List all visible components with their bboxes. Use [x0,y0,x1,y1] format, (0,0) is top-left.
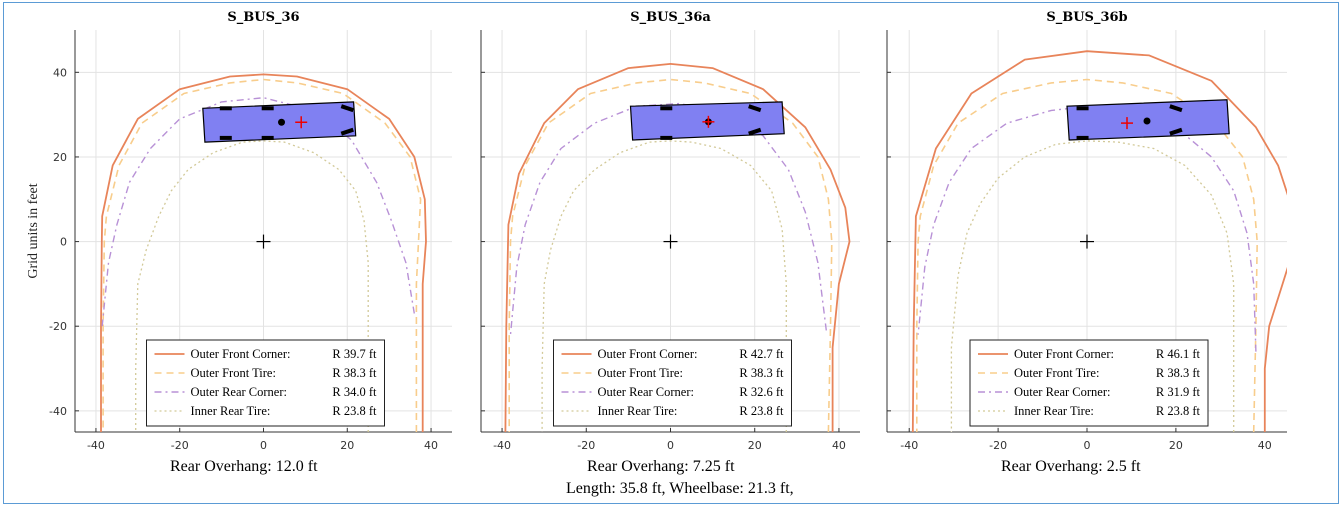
panel-1: -40 -20 0 20 40 -40 -20 0 20 40 S_BUS_36 Outer Fron… [49,10,452,452]
legend-label-1: Outer Front Corner: [598,347,698,361]
legend-label-2: Outer Front Tire: [598,366,683,380]
x-tick-label: 20 [1169,439,1183,452]
legend-label-3: Outer Rear Corner: [191,385,288,399]
legend-label-4: Inner Rear Tire: [1014,404,1094,418]
legend-box [969,339,1209,427]
legend-label-2: Outer Front Tire: [1014,366,1099,380]
legend-radius-2: R 38.3 ft [332,366,377,380]
series-line-1 [100,73,427,432]
bus-tire [748,127,762,136]
x-tick-label: 40 [832,439,846,452]
figure-footer: Length: 35.8 ft, Wheelbase: 21.3 ft, [566,480,794,497]
x-tick-label: -40 [900,439,918,452]
legend-radius-4: R 23.8 ft [332,404,377,418]
x-tick-label: 40 [424,439,438,452]
panel-title: S_BUS_36 [227,10,299,25]
panel-2-caption: Rear Overhang: 7.25 ft [587,458,735,475]
y-tick-label: -40 [49,405,67,418]
x-tick-label: 20 [340,439,354,452]
x-tick-label: -20 [577,439,595,452]
panel-title: S_BUS_36a [630,10,711,25]
panel-2: -40 -20 0 20 40 S_BUS_36a Outer Front Corner: R… [480,10,860,452]
panel-3: -40 -20 0 20 40 S_BUS_36b Outer Front Corner: R… [886,10,1287,452]
bus-tire [1169,104,1183,113]
x-tick-label: -40 [493,439,511,452]
x-tick-label: 0 [1084,439,1091,452]
x-tick-label: 20 [748,439,762,452]
curves [504,63,851,432]
legend-radius-3: R 31.9 ft [1156,385,1201,399]
x-tick-label: -20 [989,439,1007,452]
x-tick-label: 40 [1258,439,1272,452]
series-line-1 [911,50,1287,432]
y-tick-label: 0 [60,236,67,249]
x-tick-label: -40 [87,439,105,452]
figure-frame [3,2,1339,504]
series-line-2 [508,78,833,432]
x-tick-label: 0 [667,439,674,452]
legend-label-1: Outer Front Corner: [1014,347,1114,361]
legend-box [146,339,385,427]
y-tick-label: 20 [53,151,67,164]
x-tick-label: -20 [171,439,189,452]
x-tick-label: 0 [260,439,267,452]
legend-box [553,339,792,427]
panel-1-caption: Rear Overhang: 12.0 ft [170,458,318,475]
y-tick-label: 40 [53,66,67,79]
legend-radius-4: R 23.8 ft [1156,404,1201,418]
legend-radius-3: R 32.6 ft [739,385,784,399]
legend-label-4: Inner Rear Tire: [598,404,678,418]
bus-tire [748,104,762,113]
legend-label-1: Outer Front Corner: [191,347,291,361]
legend-label-4: Inner Rear Tire: [191,404,271,418]
legend-label-2: Outer Front Tire: [191,366,276,380]
legend-label-3: Outer Rear Corner: [598,385,695,399]
bus-center-dot [278,118,286,126]
y-tick-label: -20 [49,320,67,333]
legend-radius-2: R 38.3 ft [1156,366,1201,380]
legend-radius-3: R 34.0 ft [332,385,377,399]
bus-tire [1169,127,1183,136]
legend-radius-2: R 38.3 ft [739,366,784,380]
series-line-2 [915,78,1258,432]
curves [100,73,427,432]
legend-radius-1: R 42.7 ft [739,347,784,361]
series-line-3 [101,96,415,327]
legend-radius-1: R 39.7 ft [332,347,377,361]
series-line-1 [504,63,851,432]
series-line-2 [102,78,422,432]
bus-tire [340,104,354,113]
y-axis-label: Grid units in feet [26,183,41,278]
legend-label-3: Outer Rear Corner: [1014,385,1111,399]
bus-center-dot [1143,117,1151,125]
legend-radius-4: R 23.8 ft [739,404,784,418]
bus-tire [340,127,354,136]
panel-title: S_BUS_36b [1046,10,1127,25]
panel-3-caption: Rear Overhang: 2.5 ft [1001,458,1141,475]
legend-radius-1: R 46.1 ft [1156,347,1201,361]
